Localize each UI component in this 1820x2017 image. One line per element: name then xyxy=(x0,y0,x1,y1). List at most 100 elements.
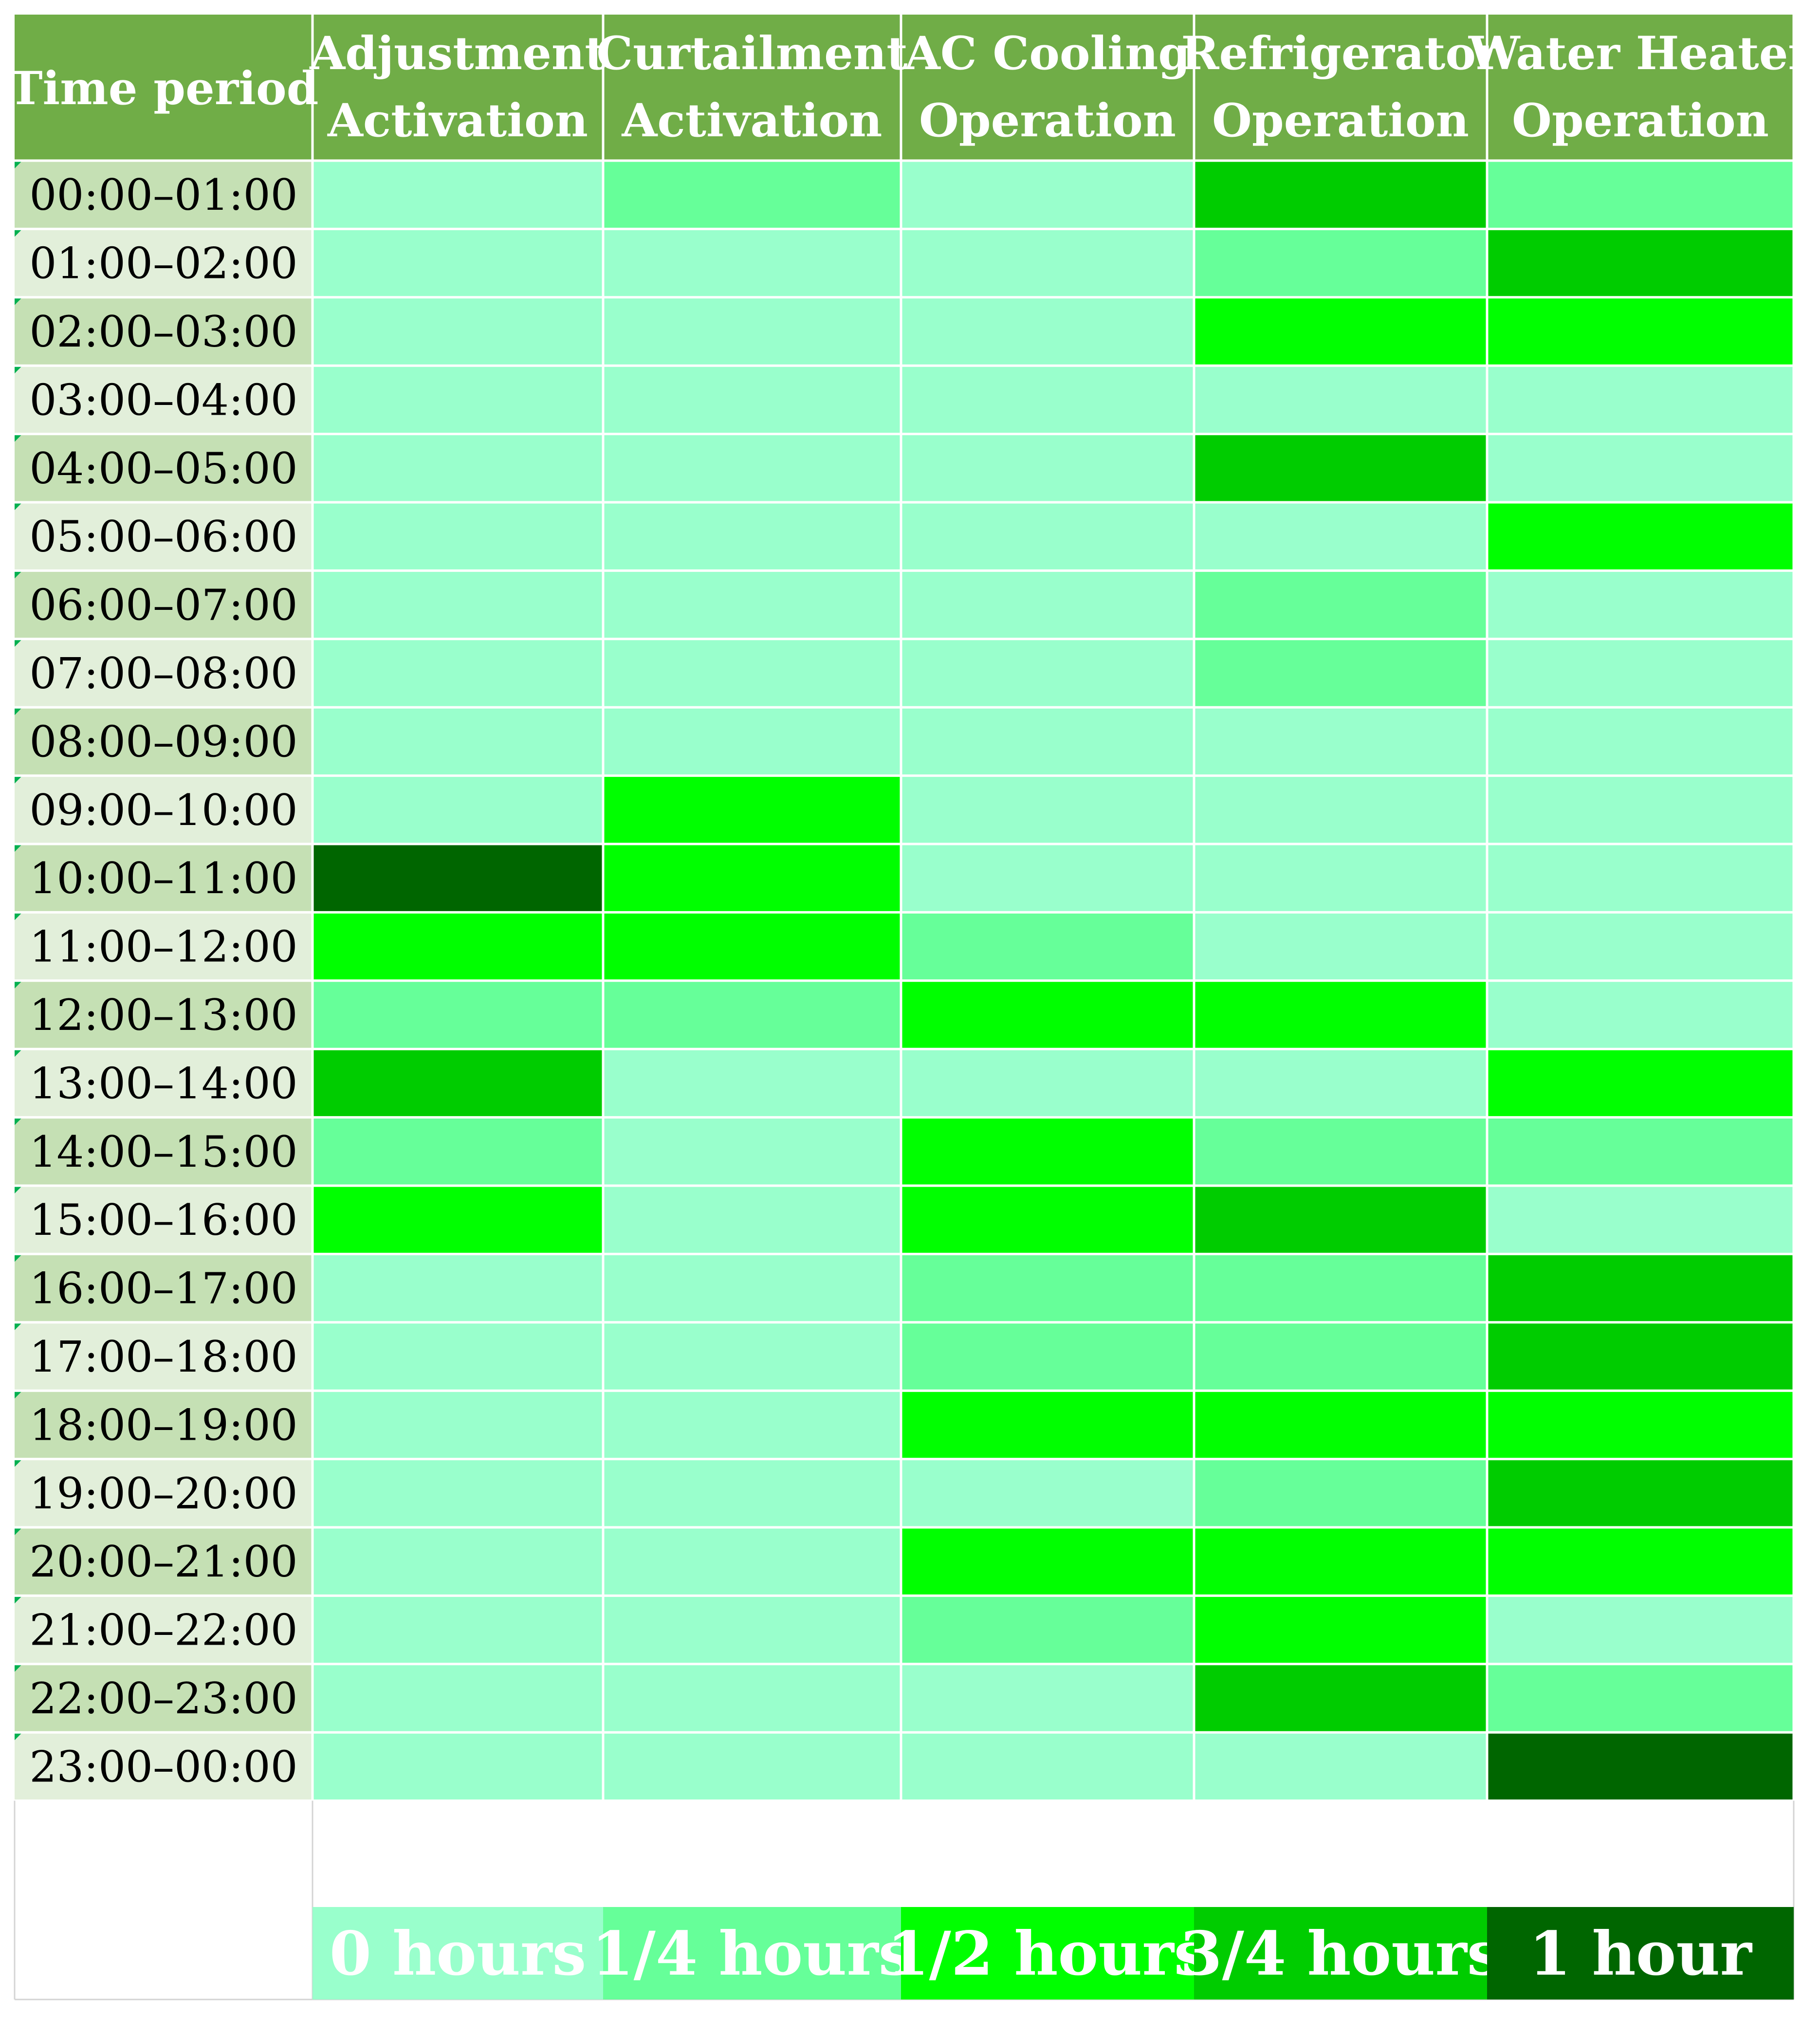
cell-r19-c4 xyxy=(1487,1459,1794,1527)
cell-r14-c4 xyxy=(1487,1117,1794,1186)
cell-r15-c3 xyxy=(1194,1186,1487,1254)
cell-r14-c0 xyxy=(313,1117,603,1186)
row-label-18: 18:00–19:00 xyxy=(29,1400,297,1450)
cell-r8-c3 xyxy=(1194,707,1487,776)
cell-r19-c0 xyxy=(313,1459,603,1527)
cell-r2-c0 xyxy=(313,297,603,366)
header-col-1-line-0: Curtailment xyxy=(596,27,907,80)
row-label-19: 19:00–20:00 xyxy=(29,1468,297,1519)
row-label-11: 11:00–12:00 xyxy=(29,922,297,972)
cell-r21-c2 xyxy=(901,1595,1194,1664)
row-label-bg-16 xyxy=(15,1254,313,1322)
row-label-bg-6 xyxy=(15,570,313,639)
cell-r3-c0 xyxy=(313,366,603,434)
cell-r19-c2 xyxy=(901,1459,1194,1527)
cell-r17-c3 xyxy=(1194,1322,1487,1391)
cell-r11-c0 xyxy=(313,912,603,981)
cell-r6-c0 xyxy=(313,570,603,639)
row-marker-16 xyxy=(15,1254,22,1262)
cell-r17-c2 xyxy=(901,1322,1194,1391)
cell-r3-c1 xyxy=(603,366,901,434)
row-label-15: 15:00–16:00 xyxy=(29,1195,297,1245)
cell-r15-c2 xyxy=(901,1186,1194,1254)
cell-r8-c1 xyxy=(603,707,901,776)
row-label-bg-19 xyxy=(15,1459,313,1527)
row-marker-23 xyxy=(15,1732,22,1741)
cell-r1-c0 xyxy=(313,229,603,297)
cell-r7-c3 xyxy=(1194,639,1487,708)
cell-r18-c0 xyxy=(313,1391,603,1459)
cell-r13-c0 xyxy=(313,1049,603,1118)
cell-r20-c0 xyxy=(313,1527,603,1596)
cell-r16-c4 xyxy=(1487,1254,1794,1322)
cell-r8-c2 xyxy=(901,707,1194,776)
cell-r9-c2 xyxy=(901,775,1194,844)
row-label-bg-1 xyxy=(15,229,313,297)
cell-r18-c3 xyxy=(1194,1391,1487,1459)
cell-r23-c4 xyxy=(1487,1732,1794,1801)
header-col-1-line-1: Activation xyxy=(622,94,882,147)
row-marker-15 xyxy=(15,1186,22,1193)
cell-r11-c3 xyxy=(1194,912,1487,981)
cell-r0-c0 xyxy=(313,161,603,229)
header-col-3-line-1: Operation xyxy=(1212,94,1469,147)
cell-r17-c4 xyxy=(1487,1322,1794,1391)
cell-r18-c2 xyxy=(901,1391,1194,1459)
row-label-bg-12 xyxy=(15,980,313,1049)
row-marker-14 xyxy=(15,1117,22,1125)
row-label-bg-3 xyxy=(15,366,313,434)
cell-r2-c3 xyxy=(1194,297,1487,366)
cell-r4-c4 xyxy=(1487,434,1794,502)
cell-r1-c1 xyxy=(603,229,901,297)
cell-r19-c3 xyxy=(1194,1459,1487,1527)
row-marker-5 xyxy=(15,502,22,510)
row-label-10: 10:00–11:00 xyxy=(29,853,297,903)
cell-r12-c1 xyxy=(603,980,901,1049)
cell-r7-c0 xyxy=(313,639,603,708)
row-label-bg-11 xyxy=(15,912,313,981)
row-marker-4 xyxy=(15,434,22,442)
cell-r7-c1 xyxy=(603,639,901,708)
cell-r4-c1 xyxy=(603,434,901,502)
row-marker-22 xyxy=(15,1664,22,1672)
cell-r10-c1 xyxy=(603,844,901,913)
cell-r5-c0 xyxy=(313,502,603,571)
row-label-20: 20:00–21:00 xyxy=(29,1537,297,1587)
cell-r21-c1 xyxy=(603,1595,901,1664)
cell-r9-c0 xyxy=(313,775,603,844)
cell-r5-c4 xyxy=(1487,502,1794,571)
cell-r20-c4 xyxy=(1487,1527,1794,1596)
cell-r17-c0 xyxy=(313,1322,603,1391)
cell-r1-c3 xyxy=(1194,229,1487,297)
legend-swatch-1 xyxy=(603,1907,901,1999)
row-marker-12 xyxy=(15,980,22,989)
cell-r20-c2 xyxy=(901,1527,1194,1596)
row-label-bg-18 xyxy=(15,1391,313,1459)
cell-r7-c2 xyxy=(901,639,1194,708)
row-label-bg-10 xyxy=(15,844,313,913)
row-label-2: 02:00–03:00 xyxy=(29,307,297,357)
cell-r1-c2 xyxy=(901,229,1194,297)
cell-r2-c2 xyxy=(901,297,1194,366)
row-label-12: 12:00–13:00 xyxy=(29,990,297,1040)
row-label-17: 17:00–18:00 xyxy=(29,1332,297,1382)
header-col-2-line-0: AC Cooling xyxy=(904,27,1190,80)
cell-r3-c2 xyxy=(901,366,1194,434)
row-label-23: 23:00–00:00 xyxy=(29,1742,297,1792)
cell-r15-c4 xyxy=(1487,1186,1794,1254)
row-label-bg-2 xyxy=(15,297,313,366)
legend-label-2: 1/2 hours xyxy=(887,1919,1208,1989)
row-marker-20 xyxy=(15,1527,22,1535)
cell-r0-c2 xyxy=(901,161,1194,229)
row-label-bg-8 xyxy=(15,707,313,776)
cell-r12-c4 xyxy=(1487,980,1794,1049)
row-label-9: 09:00–10:00 xyxy=(29,785,297,835)
row-label-bg-23 xyxy=(15,1732,313,1801)
legend-swatch-0 xyxy=(313,1907,603,1999)
cell-r13-c3 xyxy=(1194,1049,1487,1118)
cell-r1-c4 xyxy=(1487,229,1794,297)
row-label-22: 22:00–23:00 xyxy=(29,1673,297,1724)
cell-r10-c2 xyxy=(901,844,1194,913)
cell-r0-c3 xyxy=(1194,161,1487,229)
row-marker-1 xyxy=(15,229,22,237)
